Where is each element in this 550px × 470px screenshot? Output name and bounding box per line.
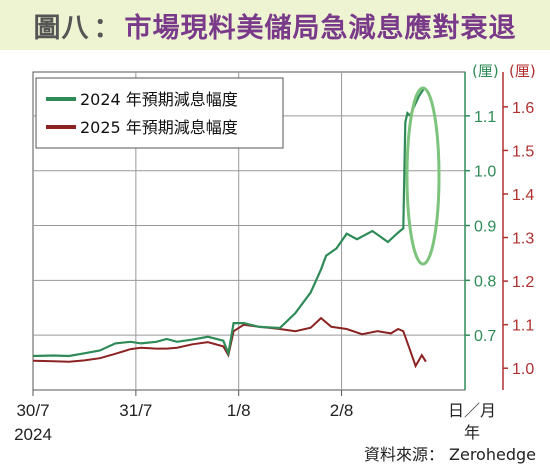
right-tick-label: 1.2 <box>512 274 534 291</box>
x-tick-label: 31/7 <box>119 401 152 420</box>
legend-label-2025: 2025 年預期減息幅度 <box>80 118 238 137</box>
right-tick-label: 1.3 <box>512 231 534 248</box>
highlight-ellipse <box>405 86 441 266</box>
right-axis-unit: (厘) <box>509 62 536 80</box>
title-separator: ： <box>93 12 121 44</box>
right-axis-ticks: 1.0 1.1 1.2 1.3 1.4 1.5 1.6 <box>503 100 534 378</box>
left-tick-label: 0.9 <box>474 219 496 236</box>
title-prefix: 圖八 <box>33 12 90 44</box>
left-tick-label: 0.7 <box>474 328 496 345</box>
x-tick-label: 2/8 <box>330 401 354 420</box>
chart-title: 圖八：市場現料美儲局急減息應對衰退 <box>0 0 550 50</box>
x-tick-label: 1/8 <box>227 401 251 420</box>
right-tick-label: 1.5 <box>512 143 534 160</box>
x-axis-unit-year: 年 <box>464 423 480 442</box>
right-tick-label: 1.4 <box>512 187 534 204</box>
x-axis-unit: 日／月 <box>448 401 496 420</box>
right-tick-label: 1.6 <box>512 100 534 117</box>
series-line-2025 <box>32 316 427 369</box>
series-line-2024 <box>32 87 425 358</box>
title-text: 市場現料美儲局急減息應對衰退 <box>124 12 517 44</box>
left-axis-ticks: 0.7 0.8 0.9 1.0 1.1 <box>465 109 496 345</box>
legend-label-2024: 2024 年預期減息幅度 <box>80 90 238 109</box>
source-note: 資料來源： Zerohedge <box>364 445 536 464</box>
right-tick-label: 1.1 <box>512 318 534 335</box>
left-tick-label: 1.1 <box>474 109 496 126</box>
x-axis-year: 2024 <box>14 425 52 444</box>
right-tick-label: 1.0 <box>512 361 534 378</box>
left-axis-unit: (厘) <box>472 62 499 80</box>
x-axis-ticks: 30/7 31/7 1/8 2/8 <box>16 390 353 420</box>
x-tick-label: 30/7 <box>16 401 49 420</box>
left-tick-label: 0.8 <box>474 273 496 290</box>
legend-box <box>35 77 284 149</box>
left-tick-label: 1.0 <box>474 164 496 181</box>
